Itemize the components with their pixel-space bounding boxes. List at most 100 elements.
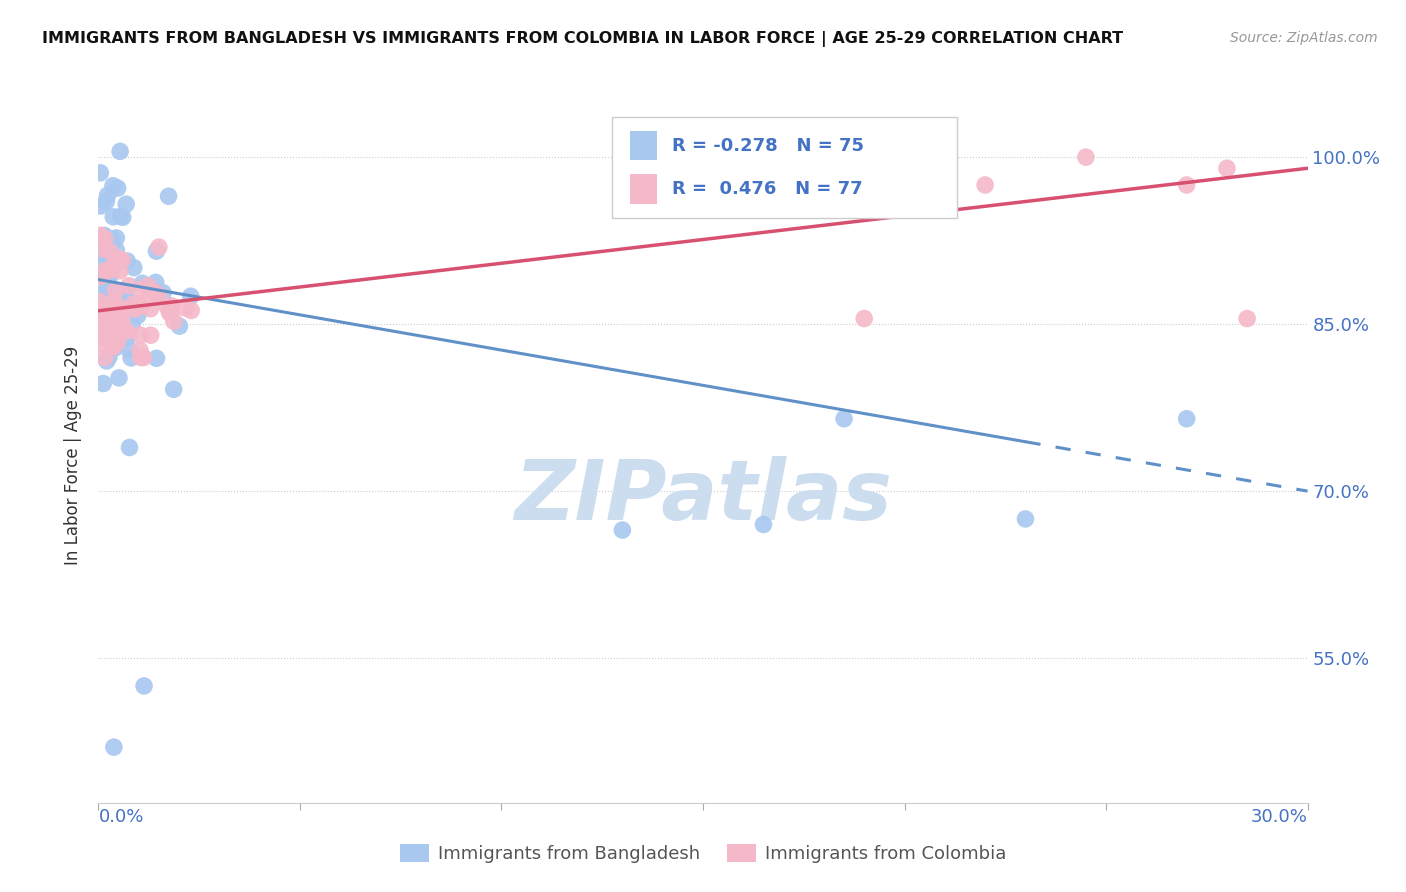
Point — [104, 323, 127, 337]
Point — [101, 340, 124, 354]
Point — [89, 301, 111, 316]
Point — [174, 301, 197, 315]
Point — [124, 296, 146, 310]
Point — [111, 253, 134, 268]
Point — [90, 268, 112, 283]
Point — [145, 244, 167, 259]
Point — [100, 305, 122, 319]
Point — [111, 323, 134, 337]
Point — [129, 343, 152, 358]
Point — [139, 301, 162, 316]
Point — [136, 278, 159, 293]
Point — [107, 252, 129, 266]
Point — [96, 331, 118, 345]
Point — [97, 350, 120, 364]
Point — [103, 740, 125, 755]
Point — [853, 311, 876, 326]
Point — [115, 324, 138, 338]
FancyBboxPatch shape — [613, 118, 957, 219]
Legend: Immigrants from Bangladesh, Immigrants from Colombia: Immigrants from Bangladesh, Immigrants f… — [392, 837, 1014, 871]
Point — [89, 321, 111, 335]
Point — [122, 297, 145, 311]
Text: IMMIGRANTS FROM BANGLADESH VS IMMIGRANTS FROM COLOMBIA IN LABOR FORCE | AGE 25-2: IMMIGRANTS FROM BANGLADESH VS IMMIGRANTS… — [42, 31, 1123, 47]
Point — [89, 317, 111, 331]
Point — [108, 371, 131, 385]
Point — [129, 283, 152, 297]
Point — [103, 310, 125, 325]
Point — [156, 300, 179, 314]
Point — [91, 337, 114, 351]
Point — [159, 306, 181, 320]
Point — [129, 351, 152, 365]
Point — [108, 301, 131, 315]
Point — [118, 343, 141, 357]
Point — [94, 229, 117, 244]
Point — [105, 315, 128, 329]
Point — [96, 194, 118, 209]
Point — [100, 262, 122, 277]
Point — [96, 354, 118, 368]
Point — [132, 679, 155, 693]
Point — [612, 523, 634, 537]
Point — [127, 309, 149, 323]
Text: 30.0%: 30.0% — [1251, 808, 1308, 826]
Point — [1216, 161, 1239, 176]
Point — [105, 295, 128, 310]
Point — [160, 299, 183, 313]
Point — [108, 145, 131, 159]
Point — [107, 181, 129, 195]
Point — [97, 301, 120, 316]
Point — [103, 299, 125, 313]
Point — [157, 189, 180, 203]
Point — [103, 210, 125, 224]
Point — [115, 197, 138, 211]
Point — [100, 261, 122, 276]
Point — [122, 260, 145, 275]
Point — [117, 329, 139, 343]
Point — [104, 305, 127, 319]
Point — [90, 242, 112, 256]
Point — [96, 278, 118, 293]
Point — [105, 231, 128, 245]
Text: Source: ZipAtlas.com: Source: ZipAtlas.com — [1230, 31, 1378, 45]
Point — [91, 310, 114, 324]
Point — [90, 199, 112, 213]
Point — [129, 328, 152, 343]
Point — [100, 251, 122, 265]
Point — [1175, 411, 1198, 425]
Point — [112, 287, 135, 301]
Point — [96, 320, 118, 334]
Point — [89, 166, 111, 180]
Point — [89, 294, 111, 309]
Point — [96, 325, 118, 339]
Point — [145, 351, 167, 366]
Point — [121, 318, 143, 332]
Point — [974, 178, 997, 192]
Point — [152, 285, 174, 300]
Point — [101, 310, 124, 325]
Point — [145, 276, 167, 290]
Point — [103, 294, 125, 309]
Point — [101, 290, 124, 304]
Point — [1074, 150, 1097, 164]
Point — [94, 319, 117, 334]
Point — [180, 289, 202, 303]
Point — [89, 253, 111, 268]
Point — [91, 310, 114, 324]
Point — [94, 231, 117, 245]
Point — [100, 244, 122, 259]
Point — [105, 285, 128, 299]
Point — [118, 441, 141, 455]
Point — [169, 319, 191, 334]
Point — [115, 332, 138, 346]
Point — [94, 319, 117, 334]
Point — [139, 328, 162, 343]
Point — [94, 263, 117, 277]
Point — [94, 248, 117, 262]
Point — [90, 317, 112, 331]
Point — [131, 277, 153, 291]
Point — [124, 302, 146, 317]
FancyBboxPatch shape — [630, 131, 657, 161]
Point — [772, 161, 794, 176]
Y-axis label: In Labor Force | Age 25-29: In Labor Force | Age 25-29 — [65, 345, 83, 565]
